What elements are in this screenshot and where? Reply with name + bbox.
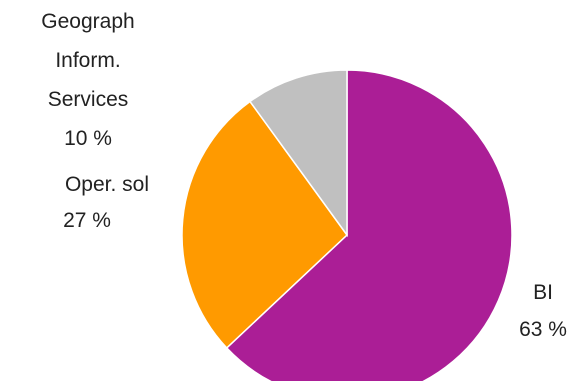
pie-slice-bi (225, 69, 513, 381)
slice-label-gis-line-3: Services (48, 88, 129, 111)
slice-label-gis-line-1: Geograph (41, 10, 134, 33)
slice-label-bi: BI 63 % (519, 281, 567, 341)
pie-slice-oper-sol (181, 100, 348, 350)
pie-slices (181, 69, 513, 381)
pie-slice-geograph-inform-services (248, 69, 348, 238)
slice-label-gis-value: 10 % (64, 127, 112, 150)
slice-label-oper-sol-name: Oper. sol (65, 173, 149, 196)
slice-label-bi-name: BI (533, 281, 553, 304)
slice-label-oper-sol-value: 27 % (63, 209, 111, 232)
slice-label-oper-sol: Oper. sol 27 % (63, 173, 149, 232)
slice-label-gis-line-2: Inform. (55, 49, 120, 72)
slice-label-gis: Geograph Inform. Services 10 % (41, 10, 134, 150)
slice-label-bi-value: 63 % (519, 318, 567, 341)
